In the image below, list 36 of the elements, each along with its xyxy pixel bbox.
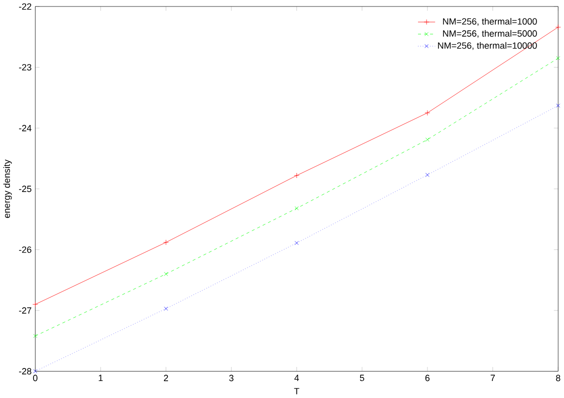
y-tick-label: -26 xyxy=(19,246,32,254)
point xyxy=(424,110,430,116)
point xyxy=(556,56,560,60)
x-axis-title: T xyxy=(294,388,300,394)
point xyxy=(425,173,430,178)
legend-label: NM=256, thermal=5000 xyxy=(443,30,537,38)
x-tick-label: 6 xyxy=(425,374,430,382)
point xyxy=(555,24,561,30)
x-tick-label: 8 xyxy=(556,374,560,382)
point xyxy=(32,302,38,308)
point xyxy=(164,272,168,276)
x-tick-label: 7 xyxy=(490,374,495,382)
x-tick-label: 0 xyxy=(33,374,38,382)
x-tick-label: 4 xyxy=(294,374,299,382)
y-axis-title: energy density xyxy=(3,160,12,218)
point xyxy=(425,138,430,142)
x-tick-label: 1 xyxy=(98,374,103,382)
point xyxy=(163,240,169,246)
point xyxy=(294,241,299,246)
x-tick-label: 2 xyxy=(164,374,168,382)
legend-label: NM=256, thermal=1000 xyxy=(443,18,537,26)
y-tick-label: -23 xyxy=(19,64,32,71)
y-tick-label: -27 xyxy=(19,307,32,314)
point xyxy=(556,104,560,108)
point xyxy=(294,206,299,210)
y-tick-label: -25 xyxy=(19,186,32,192)
point xyxy=(294,172,300,178)
point xyxy=(164,306,168,311)
x-tick-label: 3 xyxy=(229,374,234,382)
point xyxy=(33,334,38,338)
y-tick-label: -24 xyxy=(19,125,32,132)
y-tick-label: -28 xyxy=(19,368,32,375)
y-tick-label: -22 xyxy=(19,4,32,10)
legend-label: NM=256, thermal=10000 xyxy=(438,42,537,50)
x-tick-label: 5 xyxy=(360,374,364,382)
point xyxy=(33,369,38,374)
